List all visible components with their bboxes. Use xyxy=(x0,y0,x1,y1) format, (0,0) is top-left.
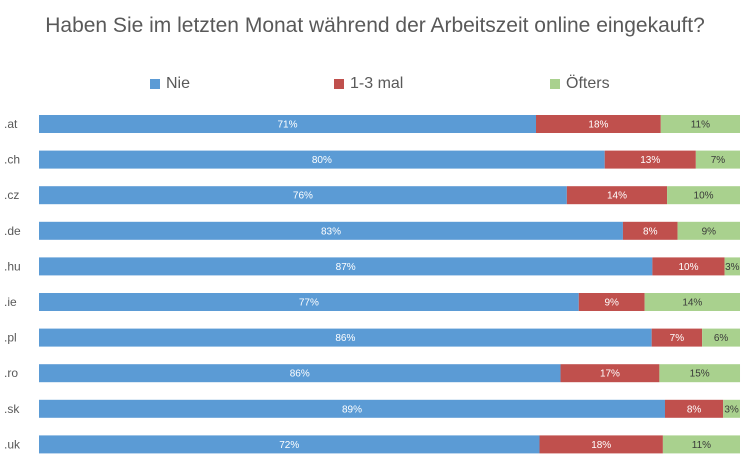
chart-title: Haben Sie im letzten Monat während der A… xyxy=(45,14,705,37)
data-label-uk-1-3-mal: 18% xyxy=(591,440,611,451)
category-label-ie: .ie xyxy=(4,295,17,309)
data-label-ie-fters: 14% xyxy=(682,298,702,309)
data-label-ch-fters: 7% xyxy=(711,155,726,166)
data-label-hu-nie: 87% xyxy=(336,262,356,273)
category-label-hu: .hu xyxy=(4,259,21,273)
data-label-sk-fters: 3% xyxy=(724,404,739,415)
bar-at-fters xyxy=(660,115,740,133)
data-label-ie-nie: 77% xyxy=(299,298,319,309)
bar-uk-fters xyxy=(662,435,740,454)
data-label-at-nie: 71% xyxy=(277,120,297,131)
category-label-at: .at xyxy=(4,117,18,131)
bar-sk-1-3-mal xyxy=(664,399,724,418)
data-label-at-fters: 11% xyxy=(691,120,710,131)
bar-ie-1-3-mal xyxy=(578,293,645,311)
legend-item-1-3-mal: 1-3 mal xyxy=(334,74,403,94)
data-label-ro-nie: 86% xyxy=(290,369,310,380)
legend-label-1-3-mal: 1-3 mal xyxy=(350,75,404,92)
data-label-ro-1-3-mal: 17% xyxy=(600,369,620,380)
data-label-sk-nie: 89% xyxy=(342,404,362,415)
data-label-at-1-3-mal: 18% xyxy=(588,120,608,131)
legend-swatch-oefters xyxy=(550,79,560,89)
bar-hu-1-3-mal xyxy=(652,257,725,276)
data-label-ch-nie: 80% xyxy=(312,155,332,166)
bar-at-nie xyxy=(39,115,537,133)
category-label-ch: .ch xyxy=(4,153,20,167)
bar-de-nie xyxy=(39,221,623,240)
bar-sk-fters xyxy=(723,399,740,418)
bar-at-1-3-mal xyxy=(536,115,661,133)
legend: Nie 1-3 mal Öfters xyxy=(0,74,750,94)
bar-ie-fters xyxy=(644,293,740,311)
legend-label-oefters: Öfters xyxy=(566,75,610,92)
data-label-sk-1-3-mal: 8% xyxy=(687,404,702,415)
bar-ro-nie xyxy=(39,364,561,383)
category-label-de: .de xyxy=(4,224,21,238)
data-label-cz-1-3-mal: 14% xyxy=(607,191,627,202)
data-label-de-nie: 83% xyxy=(321,226,341,237)
bar-sk-nie xyxy=(39,399,665,418)
data-label-pl-1-3-mal: 7% xyxy=(670,333,685,344)
data-label-pl-fters: 6% xyxy=(714,333,729,344)
legend-swatch-nie xyxy=(150,79,160,89)
bar-hu-nie xyxy=(39,257,653,276)
data-label-cz-nie: 76% xyxy=(293,191,313,202)
legend-swatch-1-3-mal xyxy=(334,79,344,89)
data-label-de-1-3-mal: 8% xyxy=(643,226,658,237)
bar-cz-fters xyxy=(667,186,740,205)
bar-de-1-3-mal xyxy=(622,221,678,240)
bar-ro-1-3-mal xyxy=(560,364,660,383)
legend-item-nie: Nie xyxy=(150,74,190,94)
category-label-pl: .pl xyxy=(4,331,17,345)
data-label-de-fters: 9% xyxy=(702,226,717,237)
bar-uk-1-3-mal xyxy=(539,435,663,454)
data-label-uk-nie: 72% xyxy=(279,440,299,451)
category-label-ro: .ro xyxy=(4,366,18,380)
bar-ch-1-3-mal xyxy=(604,150,696,169)
bar-ro-fters xyxy=(659,364,741,383)
bar-ch-nie xyxy=(39,150,605,169)
bar-de-fters xyxy=(677,221,740,240)
bar-ch-fters xyxy=(695,150,740,169)
data-label-cz-fters: 10% xyxy=(694,191,714,202)
bar-uk-nie xyxy=(39,435,540,454)
data-label-hu-1-3-mal: 10% xyxy=(678,262,698,273)
category-label-sk: .sk xyxy=(4,402,20,416)
bar-pl-nie xyxy=(39,328,652,347)
bar-ie-nie xyxy=(39,293,579,311)
data-label-pl-nie: 86% xyxy=(335,333,355,344)
category-label-cz: .cz xyxy=(4,188,19,202)
bar-pl-fters xyxy=(702,328,740,347)
data-label-ie-1-3-mal: 9% xyxy=(604,298,619,309)
bar-cz-nie xyxy=(39,186,567,205)
data-label-ro-fters: 15% xyxy=(690,369,710,380)
data-label-hu-fters: 3% xyxy=(725,262,740,273)
legend-item-oefters: Öfters xyxy=(550,74,610,94)
legend-label-nie: Nie xyxy=(166,75,191,92)
bar-cz-1-3-mal xyxy=(566,186,668,205)
category-label-uk: .uk xyxy=(4,437,21,451)
data-label-ch-1-3-mal: 13% xyxy=(640,155,660,166)
bar-pl-1-3-mal xyxy=(651,328,703,347)
data-label-uk-fters: 11% xyxy=(692,440,711,451)
bar-hu-fters xyxy=(724,257,740,276)
